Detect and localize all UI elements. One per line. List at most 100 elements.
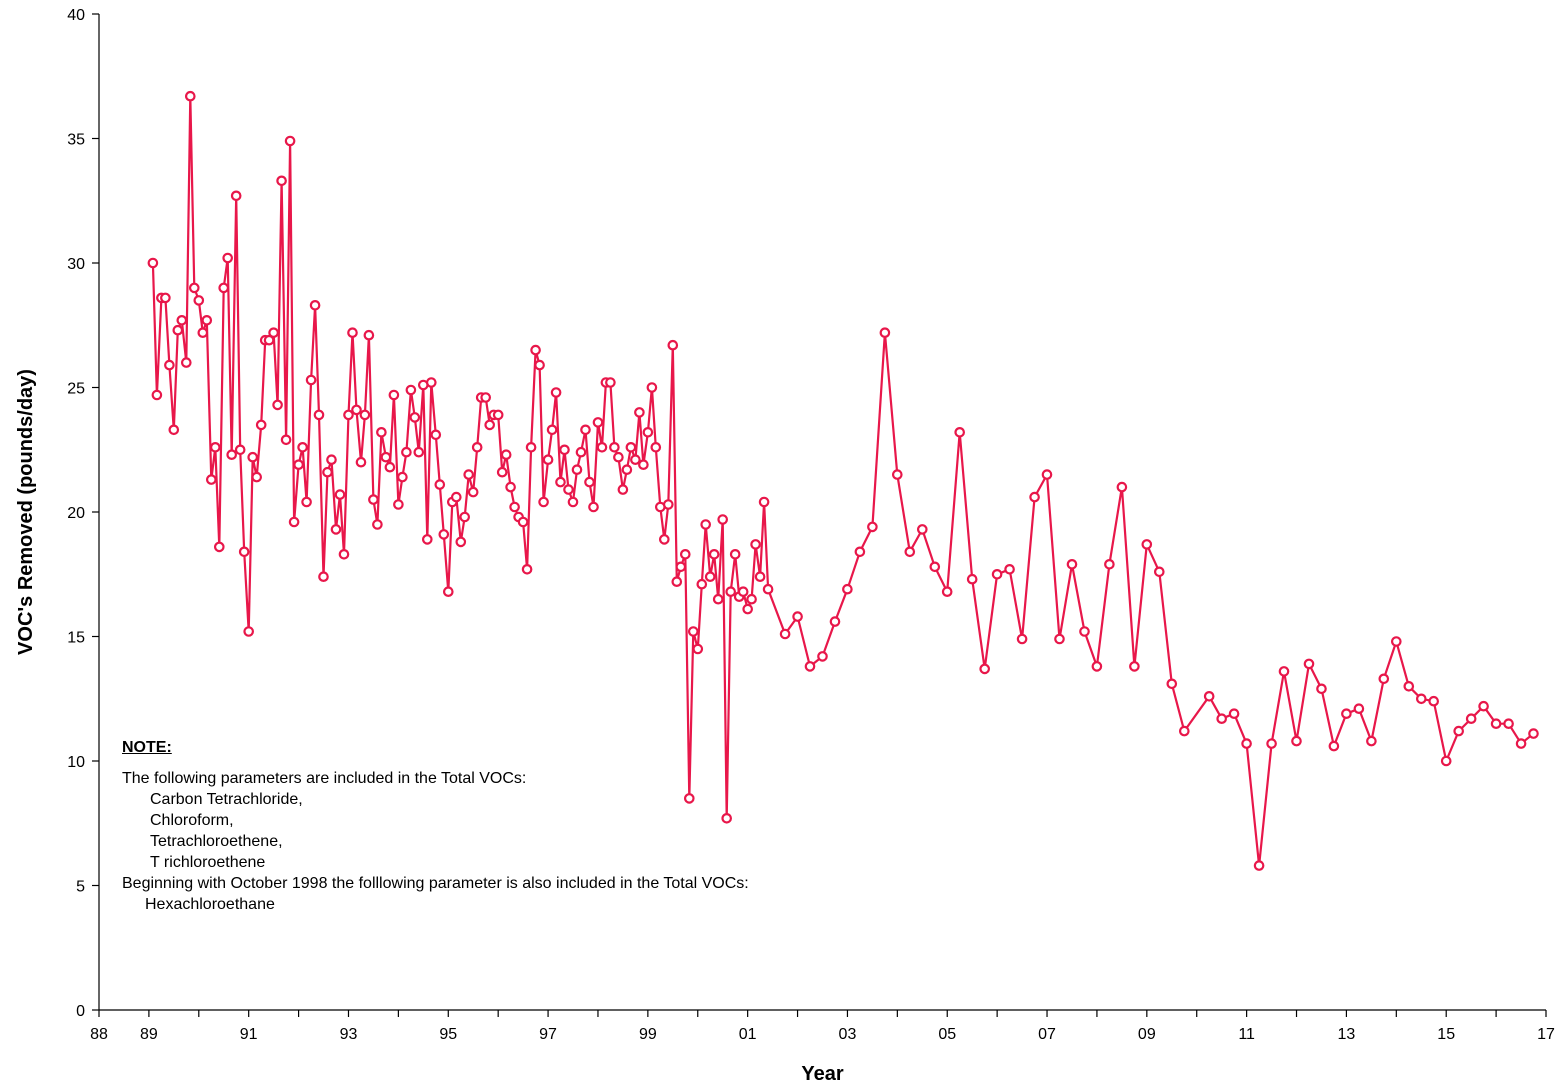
data-point	[650, 441, 662, 453]
data-point	[185, 90, 196, 102]
data-point	[762, 583, 774, 595]
data-point	[1366, 735, 1377, 747]
data-point	[966, 573, 978, 585]
note-extra-intro: Beginning with October 1998 the folllowi…	[122, 875, 749, 892]
x-tick-label: 09	[1138, 1026, 1156, 1043]
data-point	[500, 449, 512, 460]
data-point	[351, 404, 362, 416]
data-point	[197, 327, 209, 338]
data-point	[193, 295, 205, 306]
data-point	[496, 466, 508, 478]
data-point	[1179, 725, 1190, 737]
data-point	[176, 314, 188, 326]
data-point	[792, 611, 803, 622]
x-tick-label: 93	[340, 1026, 358, 1043]
data-point	[1141, 539, 1153, 550]
data-point	[301, 496, 312, 508]
data-point	[1490, 718, 1502, 729]
data-point	[309, 299, 321, 311]
data-point	[222, 252, 233, 264]
data-point	[238, 546, 250, 558]
x-tick-label: 13	[1338, 1026, 1356, 1043]
data-point	[463, 469, 474, 480]
data-point	[941, 586, 953, 597]
data-point	[534, 359, 545, 371]
data-point	[779, 628, 791, 640]
data-point	[413, 446, 425, 458]
data-point	[409, 412, 421, 423]
y-tick-label: 35	[67, 132, 85, 149]
data-point	[160, 292, 171, 304]
data-point	[1091, 661, 1103, 672]
data-point	[164, 359, 175, 371]
data-point	[916, 524, 928, 535]
data-point	[226, 449, 237, 460]
data-point	[904, 546, 916, 558]
data-point	[754, 571, 766, 582]
data-point	[181, 357, 192, 368]
data-point	[1066, 558, 1078, 570]
data-point	[492, 409, 504, 421]
data-point	[712, 593, 724, 605]
data-point	[679, 548, 691, 560]
data-point	[588, 501, 599, 513]
y-tick-label: 5	[76, 879, 85, 896]
data-point	[272, 399, 283, 411]
data-point	[742, 603, 753, 615]
data-point	[1303, 658, 1315, 670]
data-point	[879, 327, 891, 338]
data-point	[438, 529, 450, 540]
x-tick-label: 91	[240, 1026, 258, 1043]
data-point	[467, 486, 479, 498]
data-point	[634, 407, 645, 418]
data-point	[1391, 636, 1402, 647]
note-extra-item: Hexachloroethane	[145, 896, 275, 913]
data-point	[471, 441, 483, 453]
y-tick-label: 15	[67, 630, 85, 647]
data-point	[363, 329, 375, 341]
data-point	[459, 511, 470, 523]
data-point	[1403, 680, 1415, 692]
data-point	[1166, 678, 1178, 690]
data-point	[1104, 558, 1115, 570]
data-point	[546, 424, 558, 436]
data-point	[263, 334, 275, 346]
data-point	[421, 534, 433, 545]
data-point	[842, 583, 853, 595]
data-point	[251, 471, 263, 483]
y-tick-label: 40	[67, 7, 85, 24]
data-point	[617, 484, 629, 495]
data-point	[625, 441, 637, 453]
data-point	[380, 451, 392, 463]
data-point	[729, 548, 741, 560]
data-point	[480, 392, 491, 403]
data-point	[372, 519, 383, 530]
data-point	[1503, 718, 1514, 729]
data-point	[1328, 740, 1340, 752]
data-point	[1465, 713, 1477, 724]
data-point	[280, 434, 292, 446]
data-point	[991, 568, 1003, 580]
data-point	[268, 327, 279, 338]
data-point	[929, 561, 941, 573]
data-point	[538, 496, 549, 508]
data-point	[401, 446, 412, 458]
data-point	[343, 409, 354, 421]
data-point	[804, 661, 816, 672]
data-point	[658, 534, 670, 545]
data-point	[891, 469, 903, 480]
data-point	[662, 499, 674, 510]
data-point	[954, 426, 965, 438]
data-point	[667, 339, 679, 351]
data-point	[687, 626, 699, 637]
y-tick-label: 10	[67, 754, 85, 771]
data-point	[359, 409, 371, 421]
x-tick-label: 07	[1038, 1026, 1056, 1043]
data-point	[355, 456, 367, 468]
data-point	[434, 479, 446, 490]
data-point	[168, 424, 180, 436]
data-point	[642, 426, 654, 438]
x-tick-label: 01	[739, 1026, 757, 1043]
data-point	[442, 586, 454, 597]
